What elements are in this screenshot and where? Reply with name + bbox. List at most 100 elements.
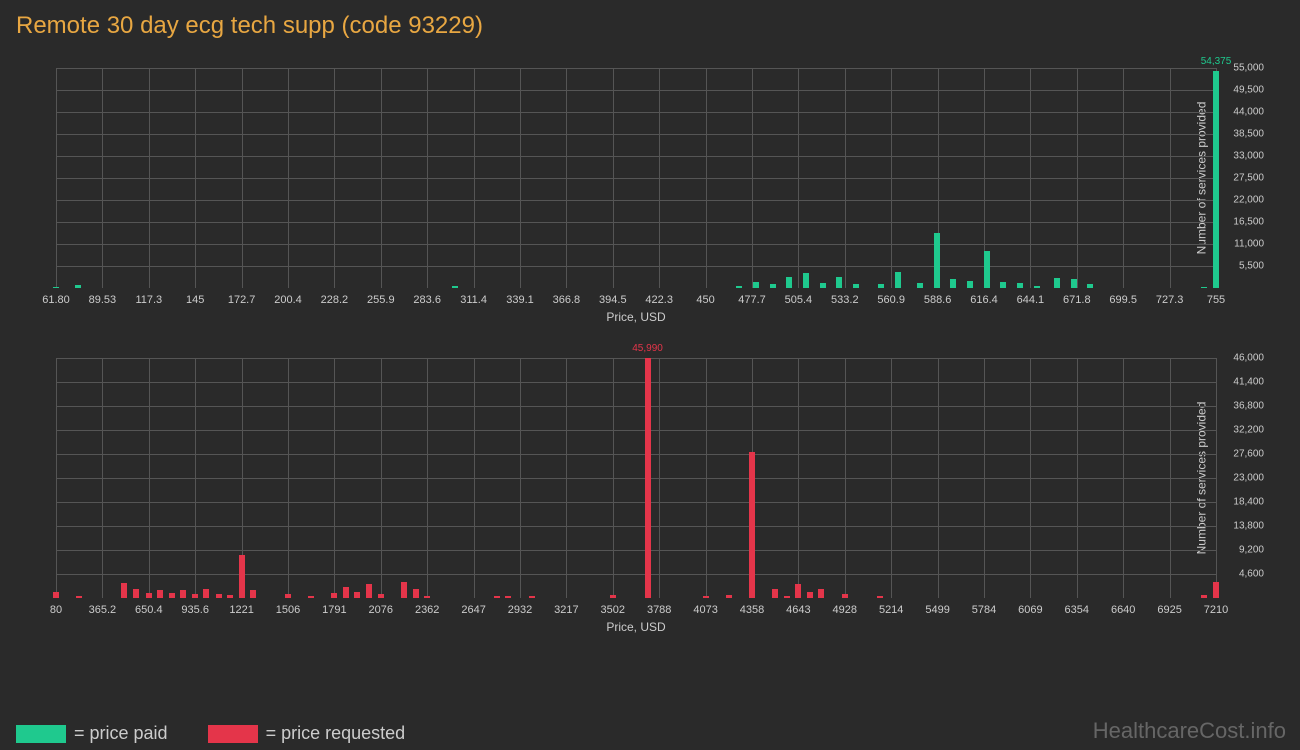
- bar: [610, 595, 616, 598]
- x-tick-label: 450: [696, 294, 714, 306]
- y-tick-label: 41,400: [1233, 377, 1264, 388]
- gridline-h: [56, 358, 1216, 359]
- x-tick-label: 255.9: [367, 294, 395, 306]
- bar: [950, 279, 956, 288]
- x-tick-label: 699.5: [1109, 294, 1137, 306]
- gridline-h: [56, 156, 1216, 157]
- bar: [285, 594, 291, 598]
- gridline-h: [56, 574, 1216, 575]
- gridline-h: [56, 134, 1216, 135]
- bar: [203, 589, 209, 598]
- y-tick-label: 27,600: [1233, 449, 1264, 460]
- gridline-h: [56, 222, 1216, 223]
- x-tick-label: 588.6: [924, 294, 952, 306]
- bar: [308, 596, 314, 598]
- x-tick-label: 6354: [1065, 604, 1089, 616]
- bar-max-label: 45,990: [632, 343, 663, 354]
- bar: [842, 594, 848, 598]
- bar: [75, 285, 81, 288]
- x-tick-label: 1506: [276, 604, 300, 616]
- bar: [753, 282, 759, 288]
- y-tick-label: 46,000: [1233, 353, 1264, 364]
- bar: [169, 593, 175, 598]
- bar-max-label: 54,375: [1201, 56, 1232, 67]
- bar: [1034, 286, 1040, 288]
- bar: [424, 596, 430, 598]
- y-tick-label: 33,000: [1233, 151, 1264, 162]
- bar: [795, 584, 801, 598]
- x-tick-label: 2076: [369, 604, 393, 616]
- y-tick-label: 18,400: [1233, 497, 1264, 508]
- chart-price-paid: Price, USD Number of services provided 6…: [16, 48, 1276, 328]
- bar: [216, 594, 222, 598]
- x-tick-label: 3217: [554, 604, 578, 616]
- x-tick-label: 3788: [647, 604, 671, 616]
- x-tick-label: 365.2: [89, 604, 117, 616]
- bar: [250, 590, 256, 598]
- x-tick-label: 477.7: [738, 294, 766, 306]
- bar: [934, 233, 940, 288]
- bar: [749, 452, 755, 598]
- bar: [1000, 282, 1006, 288]
- bar: [772, 589, 778, 598]
- x-tick-label: 1221: [229, 604, 253, 616]
- x-tick-label: 200.4: [274, 294, 302, 306]
- x-tick-label: 616.4: [970, 294, 998, 306]
- bar: [157, 590, 163, 598]
- x-tick-label: 533.2: [831, 294, 859, 306]
- x-tick-label: 671.8: [1063, 294, 1091, 306]
- bar: [726, 595, 732, 598]
- x-tick-label: 89.53: [89, 294, 117, 306]
- bar: [494, 596, 500, 598]
- x-tick-label: 80: [50, 604, 62, 616]
- x-tick-label: 6069: [1018, 604, 1042, 616]
- gridline-h: [56, 454, 1216, 455]
- bar: [529, 596, 535, 598]
- gridline-h: [56, 502, 1216, 503]
- bar: [505, 596, 511, 598]
- bar: [895, 272, 901, 288]
- x-tick-label: 650.4: [135, 604, 163, 616]
- bar: [331, 593, 337, 598]
- x-tick-label: 61.80: [42, 294, 70, 306]
- y-tick-label: 4,600: [1239, 569, 1264, 580]
- x-tick-label: 935.6: [181, 604, 209, 616]
- y-tick-label: 16,500: [1233, 217, 1264, 228]
- x-axis-title: Price, USD: [606, 310, 665, 324]
- x-tick-label: 2647: [461, 604, 485, 616]
- x-axis-title: Price, USD: [606, 620, 665, 634]
- bar: [1201, 595, 1207, 598]
- gridline-h: [56, 244, 1216, 245]
- x-tick-label: 5499: [925, 604, 949, 616]
- bar: [1213, 71, 1219, 289]
- legend-label-paid: = price paid: [74, 723, 168, 744]
- x-tick-label: 311.4: [460, 294, 487, 306]
- gridline-h: [56, 550, 1216, 551]
- legend-swatch-requested: [208, 725, 258, 743]
- x-tick-label: 3502: [601, 604, 625, 616]
- bar: [378, 594, 384, 598]
- gridline-h: [56, 178, 1216, 179]
- x-tick-label: 755: [1207, 294, 1225, 306]
- bar: [53, 592, 59, 598]
- x-tick-label: 4928: [833, 604, 857, 616]
- x-tick-label: 1791: [322, 604, 346, 616]
- bar: [1071, 279, 1077, 288]
- bar: [820, 283, 826, 288]
- y-tick-label: 23,000: [1233, 473, 1264, 484]
- x-tick-label: 6640: [1111, 604, 1135, 616]
- legend-label-requested: = price requested: [266, 723, 406, 744]
- x-tick-label: 2362: [415, 604, 439, 616]
- bar: [786, 277, 792, 288]
- bar: [917, 283, 923, 288]
- gridline-h: [56, 68, 1216, 69]
- gridline-h: [56, 90, 1216, 91]
- x-tick-label: 228.2: [321, 294, 349, 306]
- gridline-h: [56, 406, 1216, 407]
- bar: [818, 589, 824, 598]
- x-tick-label: 422.3: [645, 294, 673, 306]
- legend: = price paid = price requested: [16, 723, 405, 744]
- x-tick-label: 5784: [972, 604, 996, 616]
- bar: [76, 596, 82, 598]
- legend-swatch-paid: [16, 725, 66, 743]
